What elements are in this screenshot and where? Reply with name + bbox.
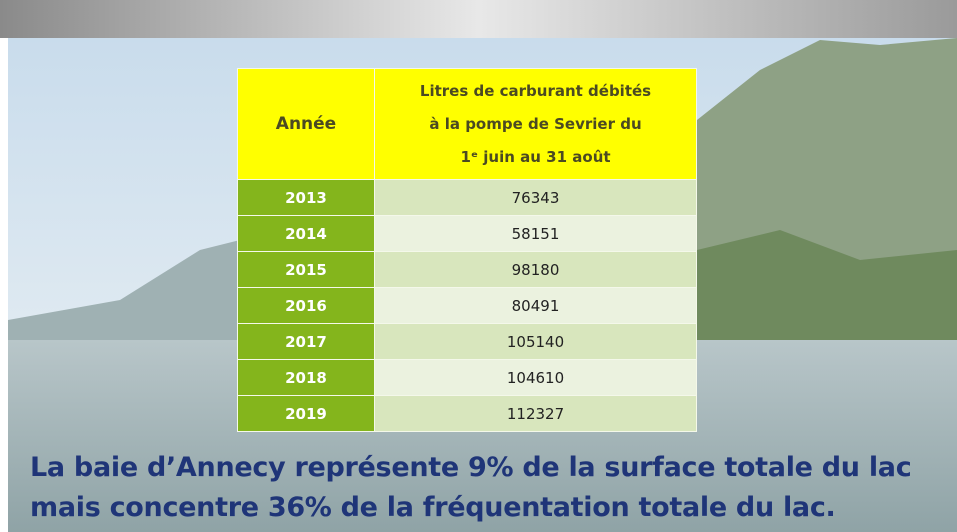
year-cell: 2017 bbox=[238, 324, 375, 360]
page: {"table": {"header": {"year": "Année", "… bbox=[0, 0, 957, 532]
header-line: Litres de carburant débités bbox=[375, 75, 696, 108]
value-cell: 105140 bbox=[375, 324, 697, 360]
value-cell: 112327 bbox=[375, 396, 697, 432]
year-cell: 2013 bbox=[238, 180, 375, 216]
year-cell: 2015 bbox=[238, 252, 375, 288]
year-cell: 2016 bbox=[238, 288, 375, 324]
value-cell: 98180 bbox=[375, 252, 697, 288]
value-cell: 80491 bbox=[375, 288, 697, 324]
value-cell: 76343 bbox=[375, 180, 697, 216]
year-cell: 2014 bbox=[238, 216, 375, 252]
header-cell: Année bbox=[238, 69, 375, 180]
header-line: à la pompe de Sevrier du bbox=[375, 108, 696, 141]
caption: La baie d’Annecy représente 9% de la sur… bbox=[30, 448, 911, 528]
year-cell: 2019 bbox=[238, 396, 375, 432]
caption-line: mais concentre 36% de la fréquentation t… bbox=[30, 488, 911, 528]
header-line: 1ᵉ juin au 31 août bbox=[375, 141, 696, 174]
caption-line: La baie d’Annecy représente 9% de la sur… bbox=[30, 448, 911, 488]
value-cell: 58151 bbox=[375, 216, 697, 252]
year-cell: 2018 bbox=[238, 360, 375, 396]
value-cell: 104610 bbox=[375, 360, 697, 396]
